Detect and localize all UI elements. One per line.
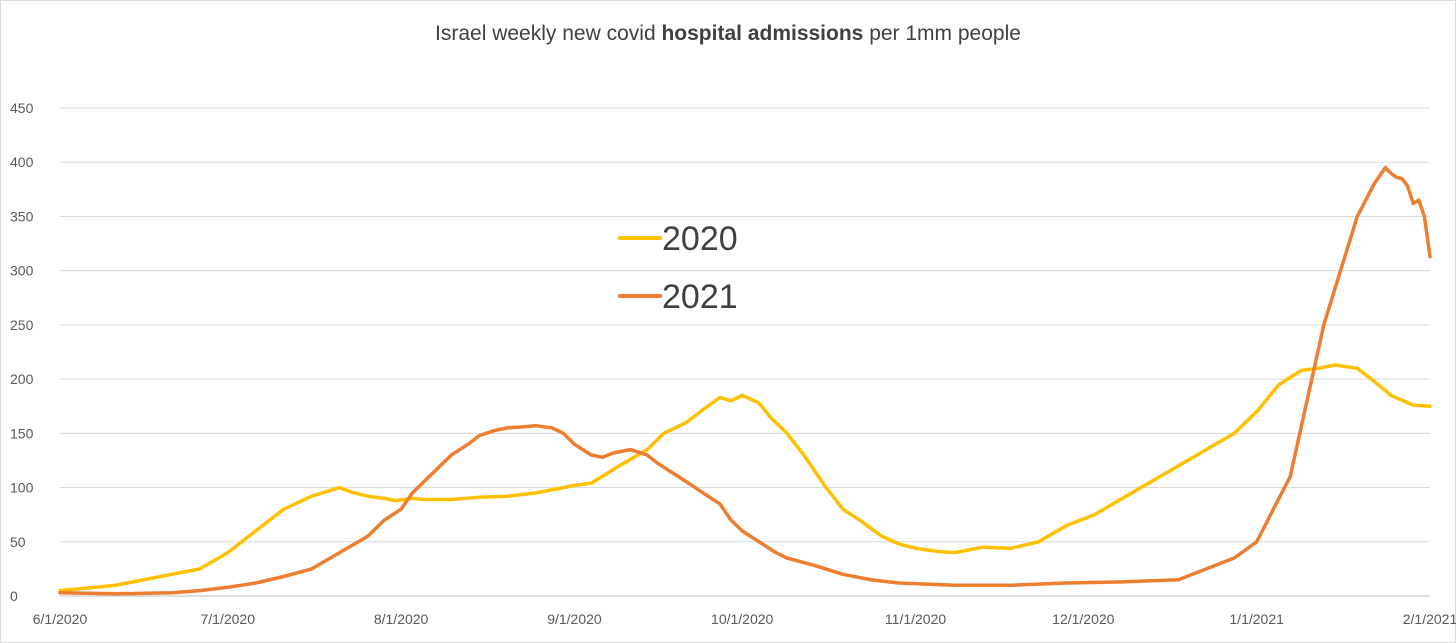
x-tick-label: 6/1/2020 [33,611,88,627]
x-tick-label: 1/1/2021 [1229,611,1284,627]
y-tick-label: 350 [10,208,34,224]
x-axis-ticks: 6/1/2020 7/1/2020 8/1/2020 9/1/2020 10/1/202… [33,611,1456,627]
legend-label-2021: 2021 [662,278,738,316]
x-tick-label: 9/1/2020 [547,611,602,627]
y-tick-label: 400 [10,154,34,170]
legend: 2020 2021 [618,220,738,316]
chart-title: Israel weekly new covid hospital admissi… [435,22,1021,45]
legend-label-2020: 2020 [662,220,738,258]
x-tick-label: 12/1/2020 [1052,611,1114,627]
series-lines [58,165,1432,596]
y-tick-label: 100 [10,480,34,496]
x-tick-label: 2/1/2021 [1403,611,1456,627]
y-tick-label: 200 [10,371,34,387]
series-line-2021 [58,165,1432,596]
x-tick-label: 11/1/2020 [885,611,946,627]
gridlines [60,107,1430,597]
y-tick-label: 0 [10,588,18,604]
y-tick-label: 450 [10,100,34,116]
y-tick-label: 250 [10,317,34,333]
series-line-2020 [58,363,1432,593]
y-tick-label: 150 [10,425,34,441]
x-tick-label: 7/1/2020 [201,611,256,627]
x-tick-label: 8/1/2020 [374,611,429,627]
x-tick-label: 10/1/2020 [711,611,773,627]
y-tick-label: 50 [10,534,26,550]
y-tick-label: 300 [10,263,34,279]
y-axis-ticks: 0 50 100 150 200 250 300 350 400 450 [10,100,34,604]
